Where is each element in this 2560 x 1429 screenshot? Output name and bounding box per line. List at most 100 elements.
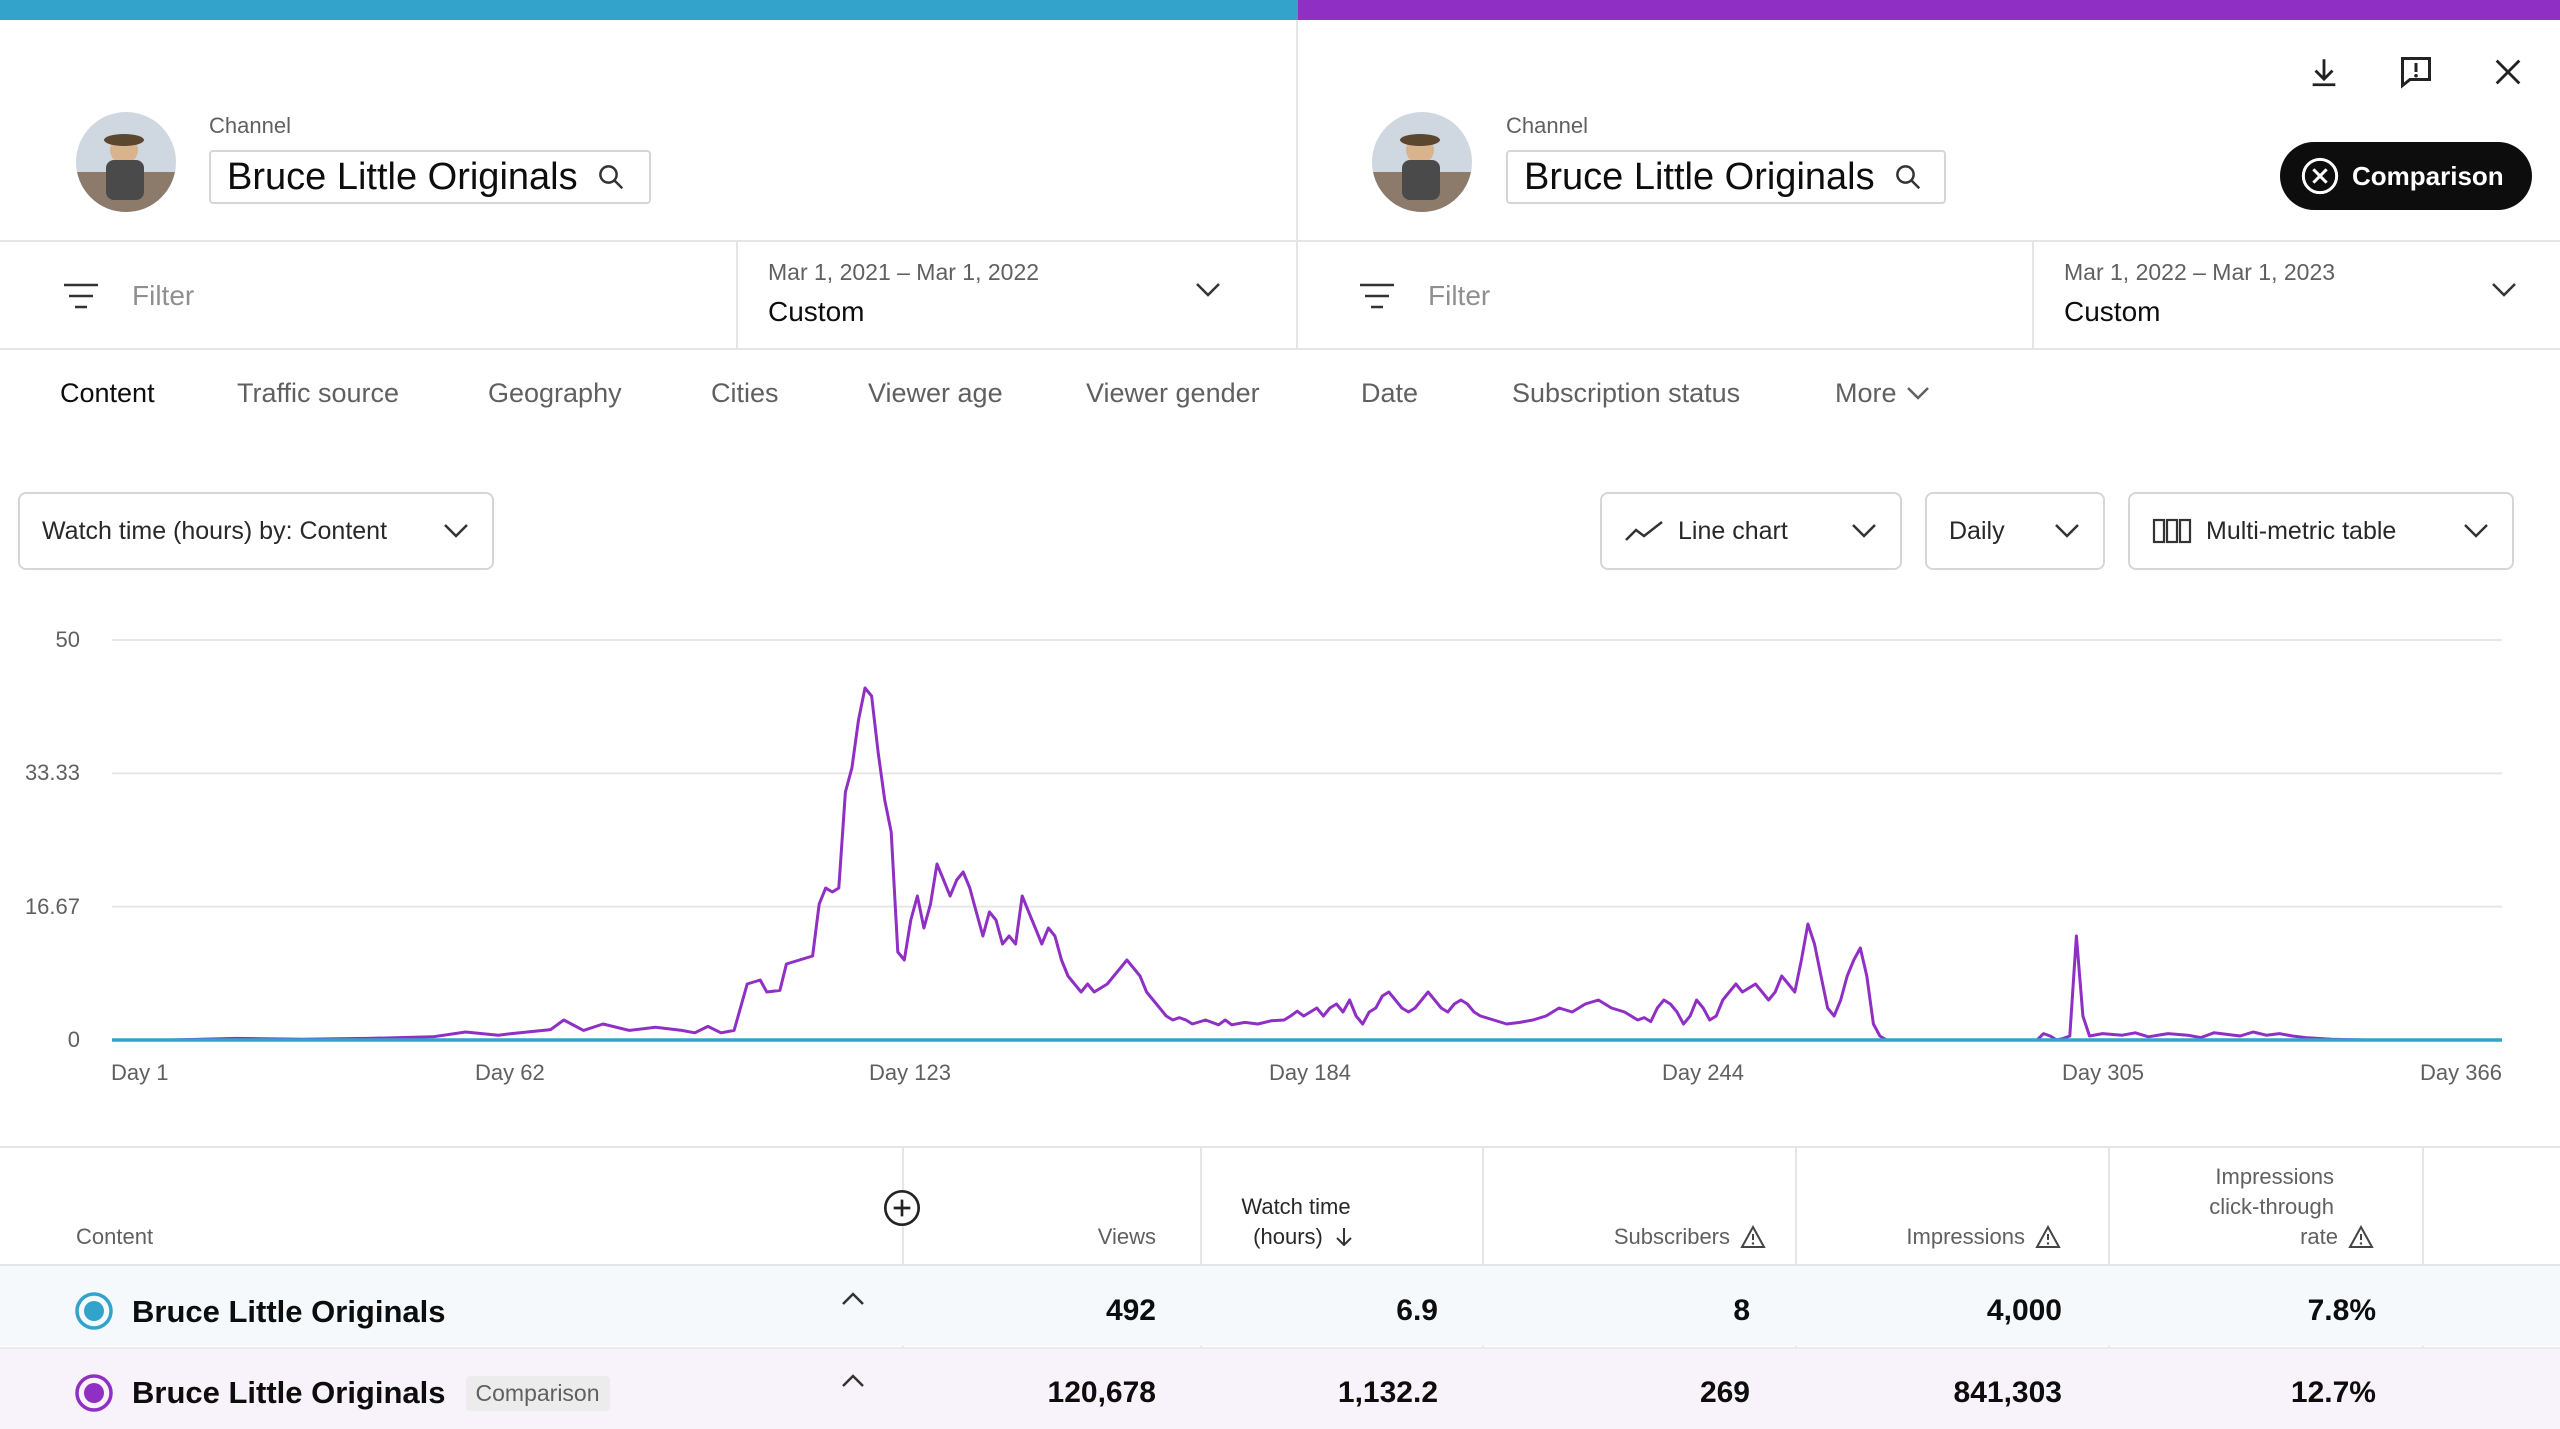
chevron-up-icon[interactable] (840, 1290, 866, 1308)
column-header-impressions[interactable]: Impressions (1795, 1222, 2061, 1252)
comparison-button-label: Comparison (2352, 160, 2504, 191)
tab-traffic-source[interactable]: Traffic source (237, 378, 400, 408)
cell-views: 120,678 (1047, 1376, 1156, 1409)
filter-input[interactable]: Filter (62, 276, 742, 316)
chevron-down-icon (1196, 283, 1220, 297)
avatar (1372, 112, 1472, 212)
series-line-comparison (112, 686, 2502, 1042)
avatar (76, 112, 176, 212)
x-tick-label: Day 62 (475, 1060, 545, 1085)
chevron-down-icon (2492, 283, 2516, 297)
table-divider (0, 1264, 2560, 1266)
column-header-label: Impressions (1906, 1224, 2025, 1249)
filter-divider (736, 242, 738, 348)
comparison-button[interactable]: Comparison (2280, 142, 2532, 210)
table-type-select[interactable]: Multi-metric table (2128, 492, 2514, 570)
filter-placeholder: Filter (132, 280, 195, 311)
y-tick-label: 0 (67, 1027, 80, 1052)
download-button[interactable] (2296, 44, 2352, 100)
interval-select[interactable]: Daily (1925, 492, 2105, 570)
date-range: Mar 1, 2022 – Mar 1, 2023 (2064, 259, 2336, 285)
chevron-up-icon[interactable] (840, 1372, 866, 1390)
column-header-line: (hours) (1253, 1224, 1323, 1249)
column-header-watch-time[interactable]: Watch time (hours) (1200, 1192, 1392, 1252)
tab-geography[interactable]: Geography (488, 378, 622, 408)
tab-date[interactable]: Date (1361, 378, 1419, 408)
column-header-views[interactable]: Views (1097, 1224, 1156, 1249)
cell-watch-time: 6.9 (1396, 1294, 1438, 1327)
comparison-badge: Comparison (465, 1375, 610, 1411)
interval-label: Daily (1949, 516, 2005, 545)
tab-more[interactable]: More (1835, 378, 1931, 409)
chevron-down-icon (444, 524, 468, 538)
line-chart-icon (1625, 521, 1663, 541)
cell-subscribers: 269 (1699, 1376, 1750, 1409)
date-range-selector[interactable]: Mar 1, 2022 – Mar 1, 2023 Custom (2034, 242, 2560, 348)
filter-icon (1360, 283, 1394, 309)
chart-type-select[interactable]: Line chart (1600, 492, 1902, 570)
cell-impressions: 4,000 (1986, 1294, 2062, 1327)
cell-views: 492 (1105, 1294, 1156, 1327)
column-header-subscribers[interactable]: Subscribers (1482, 1222, 1766, 1252)
tab-viewer-age[interactable]: Viewer age (868, 378, 1003, 408)
table-row[interactable] (0, 1266, 2560, 1346)
tab-content[interactable]: Content (60, 378, 155, 408)
x-tick-label: Day 244 (1662, 1060, 1744, 1085)
date-type: Custom (2064, 296, 2161, 327)
cell-ctr: 12.7% (2290, 1376, 2376, 1409)
table-columns-icon (2152, 518, 2192, 544)
filter-divider (2032, 242, 2034, 348)
y-tick-label: 50 (55, 627, 80, 652)
column-header-line: Watch time (1241, 1194, 1351, 1219)
close-button[interactable] (2480, 44, 2536, 100)
chart-type-label: Line chart (1678, 516, 1788, 545)
chevron-down-icon (1906, 386, 1929, 400)
table-type-label: Multi-metric table (2206, 516, 2397, 545)
warning-icon (2035, 1225, 2061, 1248)
warning-icon (2348, 1225, 2374, 1248)
filter-icon (64, 283, 98, 309)
channel-selector[interactable]: Bruce Little Originals (1506, 150, 1946, 204)
tab-viewer-gender[interactable]: Viewer gender (1086, 378, 1260, 408)
tab-cities[interactable]: Cities (711, 378, 779, 408)
column-header-label: Subscribers (1613, 1224, 1730, 1249)
add-column-button[interactable] (882, 1188, 922, 1228)
x-tick-label: Day 184 (1269, 1060, 1351, 1085)
header-divider (1296, 20, 1298, 350)
x-tick-label: Day 123 (869, 1060, 951, 1085)
cell-watch-time: 1,132.2 (1337, 1376, 1438, 1409)
search-icon (598, 165, 623, 190)
filter-input[interactable]: Filter (1358, 276, 1998, 316)
channel-name: Bruce Little Originals (1524, 155, 1875, 198)
column-header-line: click-through (2209, 1194, 2334, 1219)
table-divider (0, 1146, 2560, 1148)
chevron-down-icon (2055, 524, 2079, 538)
column-header-line: Impressions (2215, 1164, 2334, 1189)
date-type: Custom (768, 296, 865, 327)
close-circle-icon (2301, 157, 2339, 195)
date-range-selector[interactable]: Mar 1, 2021 – Mar 1, 2022 Custom (738, 242, 1296, 348)
column-header-content[interactable]: Content (76, 1224, 154, 1249)
feedback-button[interactable] (2388, 44, 2444, 100)
feedback-icon (2401, 57, 2431, 89)
channel-label: Channel (209, 113, 291, 138)
chevron-down-icon (2464, 524, 2488, 538)
row-title[interactable]: Bruce Little Originals (132, 1294, 446, 1329)
metric-select[interactable]: Watch time (hours) by: Content (18, 492, 494, 570)
radio-selected-icon[interactable] (74, 1373, 114, 1413)
table-divider (0, 1347, 2560, 1349)
line-chart (112, 639, 2502, 1042)
comparison-color-bar (1298, 0, 2560, 20)
cell-ctr: 7.8% (2307, 1294, 2376, 1327)
channel-selector[interactable]: Bruce Little Originals (209, 150, 651, 204)
column-header-line: rate (2300, 1224, 2338, 1249)
column-header-ctr[interactable]: Impressions click-through rate (2108, 1162, 2374, 1252)
row-title[interactable]: Bruce Little Originals (132, 1375, 446, 1410)
header-divider (0, 240, 2560, 242)
tab-subscription-status[interactable]: Subscription status (1512, 378, 1741, 408)
row-title-group: Bruce Little Originals Comparison (132, 1373, 610, 1413)
x-tick-label: Day 1 (111, 1060, 169, 1085)
add-circle-icon (884, 1190, 920, 1226)
radio-selected-icon[interactable] (74, 1291, 114, 1331)
table-row[interactable] (0, 1349, 2560, 1429)
